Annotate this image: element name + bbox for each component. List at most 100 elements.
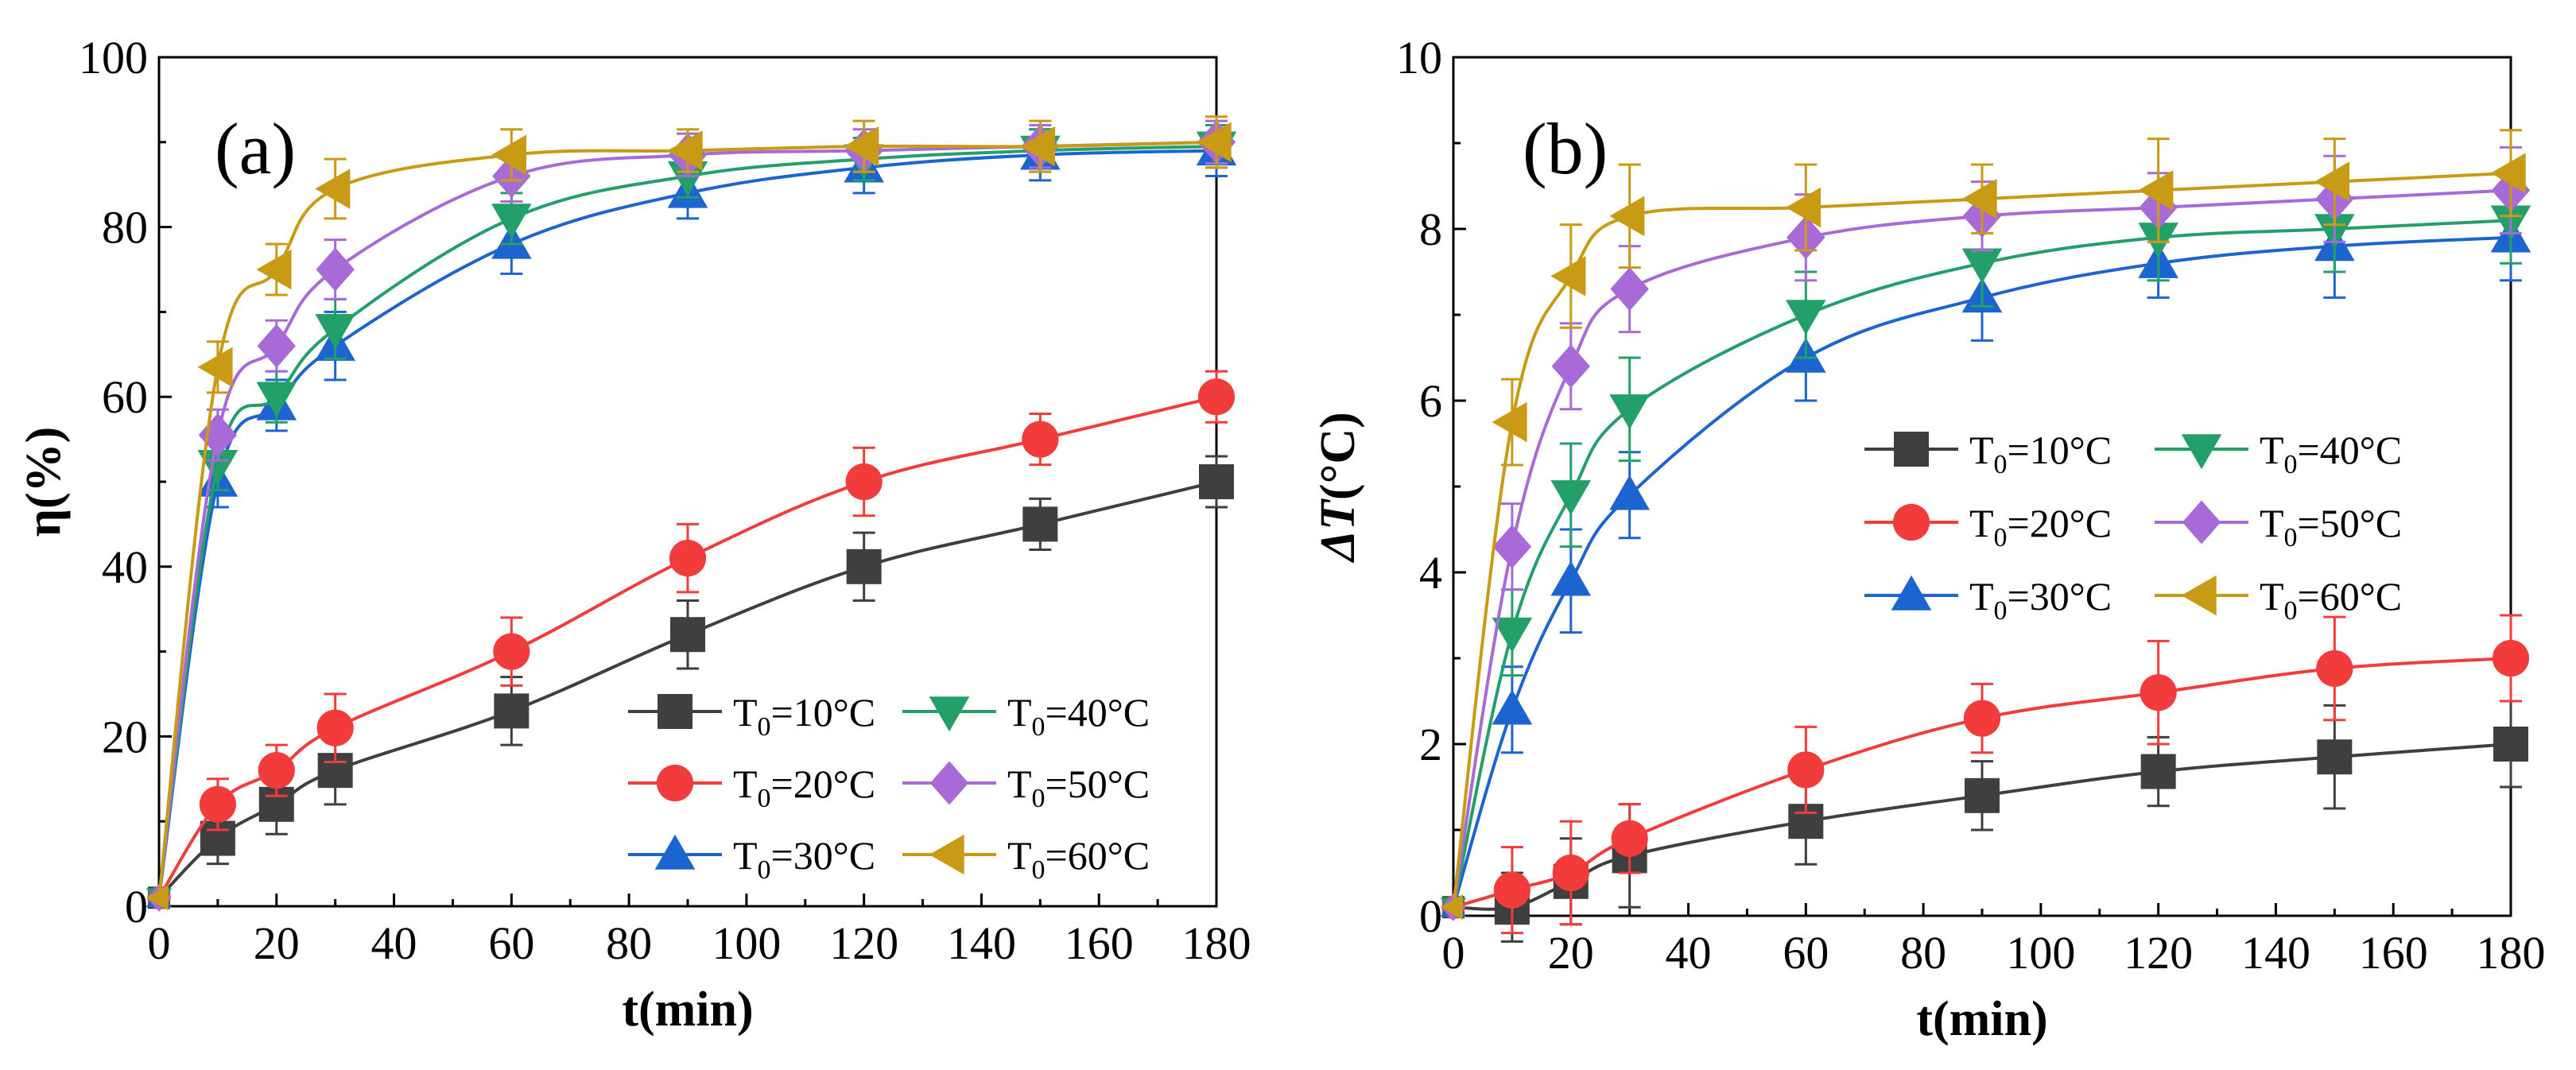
y-tick-label: 80 bbox=[102, 202, 148, 254]
legend-label-base: T bbox=[733, 833, 758, 878]
legend-label-subscript: 0 bbox=[758, 855, 771, 885]
data-point-marker bbox=[316, 709, 354, 746]
data-point-marker bbox=[1196, 122, 1232, 163]
x-tick-label: 20 bbox=[1548, 927, 1594, 979]
data-point-marker bbox=[198, 413, 238, 457]
legend-marker bbox=[2181, 575, 2217, 616]
legend: T0=10°CT0=20°CT0=30°CT0=40°CT0=50°CT0=60… bbox=[1864, 428, 2402, 626]
y-tick-label: 0 bbox=[125, 881, 148, 932]
data-point-marker bbox=[258, 752, 295, 789]
legend-label-subscript: 0 bbox=[758, 784, 771, 813]
legend-label-subscript: 0 bbox=[2284, 523, 2298, 552]
series-60C bbox=[1440, 129, 2526, 921]
legend-label-subscript: 0 bbox=[1994, 523, 2008, 552]
legend-label-base: T bbox=[2260, 501, 2284, 545]
legend-label: T0=10°C bbox=[733, 690, 875, 742]
data-point-marker bbox=[1550, 480, 1592, 516]
data-point-marker bbox=[1552, 854, 1589, 892]
legend-marker bbox=[658, 694, 692, 729]
y-axis-title: ΔT(°C) bbox=[1311, 412, 1365, 564]
legend-label: T0=30°C bbox=[1969, 574, 2112, 626]
legend-label-subscript: 0 bbox=[2284, 596, 2298, 626]
data-point-marker bbox=[1197, 378, 1236, 416]
data-point-marker bbox=[257, 324, 296, 368]
x-tick-label: 120 bbox=[829, 917, 898, 969]
data-point-marker bbox=[2140, 674, 2177, 711]
legend-label-rest: =50°C bbox=[2298, 501, 2403, 545]
x-tick-label: 0 bbox=[1442, 927, 1465, 979]
series-40C bbox=[1440, 176, 2531, 921]
data-point-marker bbox=[1611, 820, 1648, 857]
series-10C bbox=[1442, 700, 2528, 943]
x-tick-label: 140 bbox=[2241, 927, 2310, 979]
legend-label-subscript: 0 bbox=[1994, 450, 2008, 479]
data-point-marker bbox=[2493, 727, 2528, 762]
data-point-marker bbox=[1610, 267, 1649, 312]
legend-item: T0=20°C bbox=[628, 762, 875, 813]
series-line bbox=[157, 140, 1217, 898]
legend-label: T0=40°C bbox=[1007, 690, 1150, 742]
legend-label-rest: =30°C bbox=[2008, 574, 2112, 618]
legend-label-subscript: 0 bbox=[2284, 450, 2298, 479]
series-line bbox=[1452, 171, 2512, 908]
legend-marker bbox=[929, 761, 969, 805]
panel-b-chart: 0 20 40 60 80 100 120 140 160 1800246810t(min)ΔT(… bbox=[1311, 32, 2546, 1046]
y-tick-label: 60 bbox=[102, 371, 148, 423]
legend-item: T0=30°C bbox=[1864, 574, 2112, 626]
x-tick-label: 100 bbox=[712, 917, 781, 969]
data-point-marker bbox=[1492, 525, 1532, 569]
x-tick-label: 140 bbox=[947, 917, 1016, 969]
data-point-marker bbox=[2316, 649, 2353, 688]
legend-marker bbox=[2182, 500, 2221, 545]
legend-label-base: T bbox=[1969, 574, 1994, 618]
series-60C bbox=[145, 115, 1232, 911]
legend-label-rest: =50°C bbox=[1046, 762, 1150, 806]
legend-label-base: T bbox=[1007, 833, 1032, 878]
legend-item: T0=60°C bbox=[902, 833, 1150, 885]
data-point-marker bbox=[667, 161, 708, 196]
data-point-marker bbox=[1493, 871, 1530, 909]
x-tick-label: 180 bbox=[2477, 927, 2546, 979]
x-tick-label: 80 bbox=[606, 917, 652, 969]
y-tick-label: 100 bbox=[79, 32, 148, 83]
legend-item: T0=10°C bbox=[1864, 428, 2112, 479]
data-point-marker bbox=[1492, 689, 1533, 725]
data-point-marker bbox=[1963, 700, 2001, 737]
y-tick-label: 4 bbox=[1419, 547, 1442, 599]
legend-label-subscript: 0 bbox=[1994, 596, 2008, 626]
legend-label-subscript: 0 bbox=[758, 712, 771, 742]
data-point-marker bbox=[1550, 256, 1586, 297]
legend-label: T0=60°C bbox=[1007, 833, 1150, 885]
legend-label-base: T bbox=[1969, 501, 1994, 545]
data-point-marker bbox=[1609, 394, 1650, 430]
panel-label: (b) bbox=[1523, 108, 1608, 189]
x-axis-title: t(min) bbox=[622, 983, 753, 1037]
data-point-marker bbox=[1440, 894, 1463, 921]
x-tick-label: 120 bbox=[2124, 927, 2193, 979]
x-tick-label: 180 bbox=[1182, 917, 1251, 969]
data-point-marker bbox=[2317, 739, 2353, 775]
series-line bbox=[157, 140, 1217, 898]
data-point-marker bbox=[493, 633, 530, 670]
data-point-marker bbox=[315, 314, 355, 350]
legend-label-rest: =40°C bbox=[2298, 428, 2403, 472]
y-tick-label: 10 bbox=[1396, 32, 1442, 83]
legend-label: T0=20°C bbox=[1969, 501, 2112, 552]
data-point-marker bbox=[1961, 248, 2003, 284]
legend-item: T0=40°C bbox=[2155, 428, 2402, 479]
legend-label-rest: =20°C bbox=[771, 762, 876, 806]
data-point-marker bbox=[1551, 344, 1590, 389]
legend-marker bbox=[1894, 432, 1929, 467]
legend-item: T0=20°C bbox=[1864, 501, 2112, 552]
x-tick-label: 60 bbox=[1783, 927, 1829, 979]
legend-label-base: T bbox=[733, 762, 758, 806]
data-point-marker bbox=[670, 617, 705, 653]
legend-label: T0=20°C bbox=[733, 762, 875, 813]
data-point-marker bbox=[1609, 475, 1650, 510]
data-point-marker bbox=[2490, 153, 2526, 194]
data-point-marker bbox=[1786, 300, 1826, 335]
panel-a-chart: 0 20 40 60 80 100 120 140 160 180 0 20 40 60 80 100 t(mi… bbox=[17, 32, 1251, 1037]
legend-label-base: T bbox=[2260, 428, 2284, 472]
legend-label-subscript: 0 bbox=[1032, 712, 1046, 742]
data-point-marker bbox=[256, 382, 297, 417]
